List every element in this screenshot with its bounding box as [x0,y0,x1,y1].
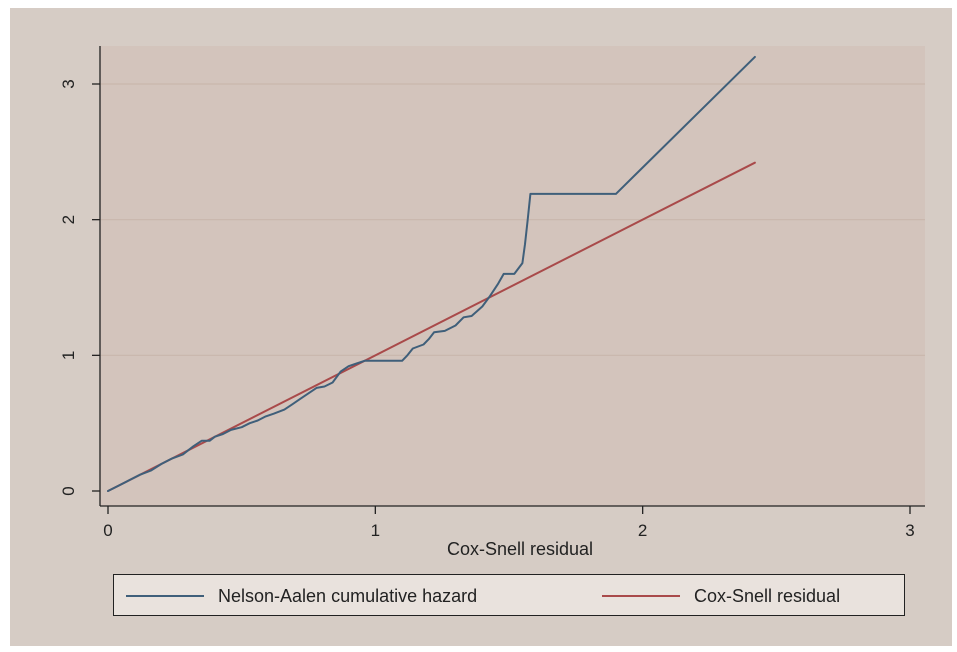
legend: Nelson-Aalen cumulative hazard Cox-Snell… [113,574,905,616]
y-tick-label-3: 3 [59,79,78,88]
y-tick-label-1: 1 [59,351,78,360]
grid-lines [100,83,925,356]
legend-label-cox-snell: Cox-Snell residual [694,585,841,606]
x-tick-label-1: 1 [371,521,380,540]
x-tick-label-0: 0 [103,521,112,540]
plot-area [100,46,925,506]
chart-svg: 0 1 2 3 0 1 2 3 Cox-Snell residual [59,46,925,559]
legend-entry-nelson-aalen: Nelson-Aalen cumulative hazard [126,575,477,617]
legend-label-nelson-aalen: Nelson-Aalen cumulative hazard [218,585,478,606]
x-tick-label-2: 2 [638,521,647,540]
y-tick-label-0: 0 [59,486,78,495]
chart-frame: 0 1 2 3 0 1 2 3 Cox-Snell residual Nelson-Aalen… [10,8,952,646]
legend-swatch-nelson-aalen [126,595,204,597]
x-axis-title: Cox-Snell residual [447,539,593,559]
y-tick-label-2: 2 [59,215,78,224]
series-lines [107,55,756,492]
legend-entry-cox-snell: Cox-Snell residual [602,575,840,617]
x-tick-label-3: 3 [905,521,914,540]
legend-swatch-cox-snell [602,595,680,597]
axes: 0 1 2 3 0 1 2 3 [59,46,925,540]
series-line-nelson-aalen [107,55,756,492]
